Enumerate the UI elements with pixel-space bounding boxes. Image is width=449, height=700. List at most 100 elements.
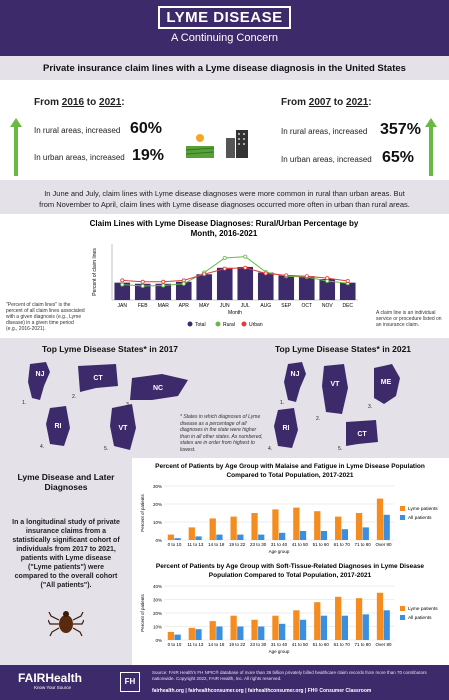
- footer-links[interactable]: fairhealth.org | fairhealthconsumer.org …: [152, 688, 372, 694]
- chart1-point-urban-5: [222, 266, 227, 271]
- chart2-bar-lyme-5: [272, 509, 279, 540]
- chart2-xtick-6: 41 to 50: [292, 542, 309, 547]
- state-label-ri-2021: RI: [283, 425, 290, 432]
- chart1-point-urban-6: [243, 265, 248, 270]
- right-urban-value: 65%: [382, 149, 415, 166]
- chart1-xtick-nov: NOV: [322, 303, 334, 309]
- state-label-me-2021: ME: [381, 379, 392, 386]
- state-shape-ct-2017: [78, 364, 118, 392]
- state-label-ri-2017: RI: [55, 423, 62, 430]
- page-title: LYME DISEASE: [158, 6, 291, 29]
- rank-3-2021: 3.: [368, 404, 372, 410]
- chart1-point-urban-2: [161, 279, 166, 284]
- chart2-bar-all-7: [320, 531, 328, 540]
- chart1-point-urban-9: [304, 274, 309, 279]
- chart3-bar-lyme-9: [355, 598, 363, 640]
- chart2-bar-all-9: [362, 527, 369, 540]
- chart3-xtick-4: 23 to 30: [250, 642, 267, 647]
- chart2-bar-lyme-10: [376, 498, 384, 540]
- rank-1-2021: 1.: [280, 400, 284, 406]
- chart3-xtick-3: 19 to 22: [229, 642, 246, 647]
- chart1-point-urban-1: [140, 279, 145, 284]
- up-arrow-icon-right: [425, 118, 437, 127]
- chart1-xtick-sep: SEP: [281, 303, 292, 309]
- chart2-ylabel: Percent of patients: [140, 493, 145, 531]
- chart3-ylabel: Percent of patients: [140, 593, 145, 631]
- chart3-xtick-0: 0 to 10: [168, 642, 182, 647]
- chart3-legend-swatch-1: [400, 615, 405, 620]
- chart3-legend-0: Lyme patients: [408, 606, 438, 612]
- left-rural-value: 60%: [130, 120, 163, 137]
- fairhealth-tagline: Know Your Source: [34, 685, 72, 690]
- chart1-legend-swatch-urban: [241, 321, 247, 327]
- section4-panel: Lyme Disease and Later Diagnoses In a lo…: [0, 458, 449, 665]
- section1-title: Private insurance claim lines with a Lym…: [43, 63, 406, 74]
- chart3-bar-all-9: [362, 614, 369, 640]
- farm-field-icon: [186, 134, 214, 158]
- state-shape-nj-2017: [28, 362, 50, 400]
- section1-panel: From 2016 to 2021: In rural areas, incre…: [0, 80, 449, 180]
- chart2-bar-all-10: [383, 514, 390, 540]
- chart2-legend-1: All patients: [408, 515, 432, 521]
- chart2-title-line2: Compared to Total Population, 2017-2021: [226, 472, 353, 479]
- section4-left-band: Lyme Disease and Later Diagnoses In a lo…: [0, 458, 132, 665]
- chart2-ytick-0: 0%: [155, 538, 162, 543]
- chart3-bar-all-8: [341, 615, 348, 640]
- soft-tissue-chart: Percent of Patients by Age Group with So…: [140, 563, 438, 654]
- chart3-bar-lyme-8: [335, 596, 342, 640]
- chart3-bar-all-6: [299, 619, 307, 640]
- chart3-bar-lyme-1: [188, 627, 195, 640]
- rank-4-2021: 4.: [268, 446, 272, 452]
- chart2-bar-all-0: [174, 538, 181, 540]
- chart3-xtick-1: 11 to 13: [187, 642, 203, 647]
- chart3-title-line1: Percent of Patients by Age Group with So…: [156, 563, 425, 570]
- section2-panel: Claim Lines with Lyme Disease Diagnoses:…: [0, 214, 449, 338]
- chart1-bar-sep: [278, 275, 295, 300]
- chart2-ytick-2: 20%: [153, 502, 162, 507]
- chart3-bar-all-0: [174, 634, 181, 640]
- chart2-xlabel: Age group: [269, 549, 290, 554]
- chart1-bar-feb: [134, 283, 151, 300]
- state-shape-ri-2021: [274, 408, 298, 448]
- chart1-bar-apr: [175, 281, 192, 300]
- chart1-bar-jul: [237, 266, 254, 300]
- chart1-point-urban-8: [284, 273, 289, 278]
- chart1-xtick-may: MAY: [199, 303, 210, 309]
- chart1-xtick-mar: MAR: [158, 303, 170, 309]
- chart3-ytick-0: 0%: [155, 638, 162, 643]
- chart2-bar-lyme-2: [209, 518, 216, 540]
- chart3-bar-lyme-5: [272, 615, 279, 640]
- chart3-bar-lyme-6: [293, 610, 300, 640]
- chart2-xtick-5: 31 to 40: [271, 542, 288, 547]
- state-shape-nc-2017: [130, 374, 188, 400]
- state-shape-vt-2021: [322, 364, 348, 414]
- chart3-bar-all-1: [195, 629, 202, 640]
- chart3-bar-lyme-3: [230, 615, 237, 640]
- fairhealth-logo[interactable]: FAIRHealth: [18, 671, 83, 685]
- up-arrow-icon: [10, 118, 22, 127]
- chart3-bar-all-3: [237, 626, 244, 640]
- rank-5-2017: 5.: [104, 446, 108, 452]
- right-period: From 2007 to 2021:: [281, 97, 372, 108]
- chart2-xtick-2: 14 to 18: [208, 542, 225, 547]
- chart3-xtick-6: 41 to 50: [292, 642, 309, 647]
- chart2-bar-lyme-1: [188, 527, 195, 540]
- chart3-xtick-2: 14 to 18: [208, 642, 225, 647]
- chart1-xtick-dec: DEC: [342, 303, 353, 309]
- chart1-bar-mar: [155, 283, 172, 300]
- state-maps: NJ CT NC RI VT 1. 2. 3. 4. 5. NJ VT ME R…: [22, 362, 400, 452]
- chart2-bar-all-2: [216, 534, 223, 540]
- chart3-bar-all-7: [320, 615, 328, 640]
- state-label-ct-2017: CT: [93, 375, 103, 382]
- chart2-bar-all-4: [258, 534, 265, 540]
- chart2-bar-lyme-3: [230, 516, 237, 540]
- chart1-legend-swatch-total: [187, 321, 193, 327]
- chart2-bar-all-6: [299, 531, 307, 540]
- chart3-bar-all-2: [216, 626, 223, 640]
- chart1-bar-may: [196, 274, 213, 300]
- section1-title-band: Private insurance claim lines with a Lym…: [0, 56, 449, 80]
- chart1-point-urban-4: [202, 272, 207, 277]
- chart2-ytick-3: 30%: [153, 484, 162, 489]
- chart1-point-rural-2: [161, 283, 166, 288]
- left-rural-text: In rural areas, increased: [34, 126, 121, 135]
